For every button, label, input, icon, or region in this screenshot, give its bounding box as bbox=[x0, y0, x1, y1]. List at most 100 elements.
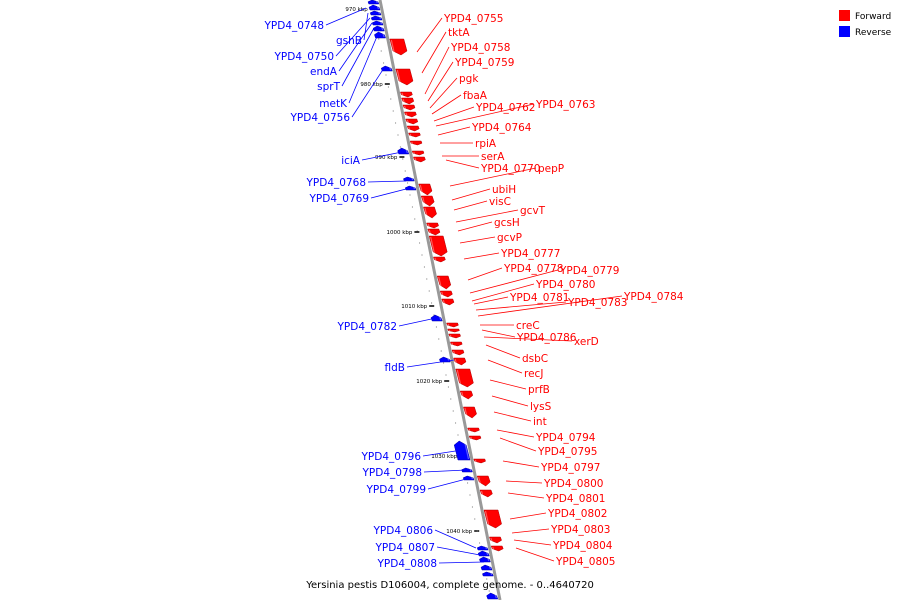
reverse-gene bbox=[461, 467, 473, 473]
gene-label-icia: iciA bbox=[341, 155, 361, 167]
leader-line bbox=[437, 126, 471, 136]
gene-highlight bbox=[413, 186, 416, 190]
forward-gene bbox=[448, 333, 461, 339]
gene-highlight bbox=[474, 459, 477, 463]
minor-tick bbox=[428, 290, 430, 292]
leader-line bbox=[449, 167, 537, 187]
leader-line bbox=[467, 267, 503, 281]
forward-gene bbox=[420, 195, 435, 207]
forward-gene bbox=[395, 68, 414, 86]
gene-highlight bbox=[379, 16, 382, 20]
gene-label-recj: recJ bbox=[524, 368, 543, 380]
forward-gene bbox=[463, 406, 477, 419]
tick-label: 970 kbp bbox=[345, 7, 368, 13]
minor-tick bbox=[486, 578, 488, 580]
minor-tick bbox=[392, 110, 394, 112]
minor-tick bbox=[387, 86, 389, 88]
leader-line bbox=[459, 236, 496, 244]
gene-highlight bbox=[438, 276, 442, 289]
minor-tick bbox=[383, 62, 385, 64]
gene-highlight bbox=[406, 119, 409, 124]
forward-gene bbox=[433, 256, 446, 263]
gene-label-ypd4-0748: YPD4_0748 bbox=[264, 20, 324, 32]
gene-label-enda: endA bbox=[310, 66, 338, 78]
forward-gene bbox=[490, 545, 504, 552]
leader-line bbox=[485, 344, 521, 359]
gene-label-sprt: sprT bbox=[317, 81, 340, 93]
gene-highlight bbox=[486, 551, 489, 556]
gene-highlight bbox=[430, 236, 436, 256]
gene-label-ypd4-0770: YPD4_0770 bbox=[480, 163, 540, 175]
gene-highlight bbox=[464, 407, 468, 418]
minor-tick bbox=[445, 374, 447, 376]
gene-highlight bbox=[375, 0, 378, 4]
gene-highlight bbox=[492, 546, 495, 551]
forward-gene bbox=[406, 125, 420, 132]
leader-line bbox=[422, 449, 463, 457]
forward-gene bbox=[408, 132, 421, 138]
gene-label-ypd4-0755: YPD4_0755 bbox=[443, 13, 503, 25]
gene-label-crec: creC bbox=[516, 320, 540, 332]
feature-layer bbox=[367, 0, 504, 600]
gene-highlight bbox=[461, 391, 464, 399]
forward-gene bbox=[451, 349, 465, 356]
forward-gene bbox=[436, 275, 452, 290]
gene-label-ypd4-0758: YPD4_0758 bbox=[450, 42, 510, 54]
gene-label-ypd4-0750: YPD4_0750 bbox=[274, 51, 334, 63]
minor-tick bbox=[476, 530, 478, 532]
gene-label-visc: visC bbox=[489, 196, 511, 208]
leader-line bbox=[433, 106, 475, 122]
gene-highlight bbox=[478, 476, 482, 486]
gene-label-ypd4-0801: YPD4_0801 bbox=[545, 493, 605, 505]
gene-highlight bbox=[413, 151, 416, 155]
gene-label-gcvp: gcvP bbox=[497, 232, 522, 244]
minor-tick bbox=[479, 542, 481, 544]
gene-highlight bbox=[441, 291, 444, 297]
minor-tick bbox=[395, 122, 397, 124]
gene-label-pepp: pepP bbox=[538, 163, 564, 175]
minor-tick bbox=[399, 146, 401, 148]
tick-layer: 970 kbp 980 kbp 990 kbp 1000 kbp 1010 kbp 102… bbox=[345, 2, 490, 592]
reverse-gene bbox=[372, 25, 385, 32]
gene-highlight bbox=[401, 92, 404, 97]
gene-highlight bbox=[389, 66, 392, 71]
gene-highlight bbox=[422, 196, 426, 206]
leader-line bbox=[427, 61, 454, 102]
gene-label-ypd4-0777: YPD4_0777 bbox=[500, 248, 560, 260]
gene-label-lyss: lysS bbox=[530, 401, 552, 413]
leader-line bbox=[429, 77, 458, 109]
tick-label: 1030 kbp bbox=[431, 454, 457, 460]
leader-layer bbox=[325, 7, 623, 564]
gene-highlight bbox=[390, 39, 396, 55]
leader-line bbox=[438, 561, 485, 564]
gene-label-ypd4-0786: YPD4_0786 bbox=[516, 332, 577, 344]
leader-line bbox=[471, 283, 535, 302]
gene-label-ypd4-0784: YPD4_0784 bbox=[623, 291, 684, 303]
leader-line bbox=[434, 529, 477, 549]
minor-tick bbox=[397, 134, 399, 136]
legend-forward-swatch bbox=[839, 10, 850, 21]
minor-tick bbox=[455, 422, 457, 424]
gene-highlight bbox=[470, 436, 473, 440]
minor-tick bbox=[404, 170, 406, 172]
minor-tick bbox=[390, 98, 392, 100]
gene-label-sera: serA bbox=[481, 151, 505, 163]
leader-line bbox=[436, 546, 481, 556]
leader-line bbox=[341, 27, 375, 87]
gene-highlight bbox=[382, 32, 385, 38]
minor-tick bbox=[457, 434, 459, 436]
minor-tick bbox=[380, 50, 382, 52]
gene-label-fldb: fldB bbox=[385, 362, 405, 374]
legend: Forward Reverse bbox=[839, 10, 892, 38]
gene-highlight bbox=[447, 323, 450, 327]
forward-gene bbox=[483, 509, 502, 529]
gene-highlight bbox=[396, 69, 402, 85]
reverse-gene bbox=[370, 15, 383, 21]
forward-gene bbox=[459, 390, 474, 400]
minor-tick bbox=[421, 254, 423, 256]
gene-label-ypd4-0799: YPD4_0799 bbox=[366, 484, 426, 496]
caption: Yersinia pestis D106004, complete genome… bbox=[305, 580, 594, 591]
minor-tick bbox=[419, 242, 421, 244]
gene-label-ypd4-0802: YPD4_0802 bbox=[547, 508, 607, 520]
minor-tick bbox=[450, 398, 452, 400]
